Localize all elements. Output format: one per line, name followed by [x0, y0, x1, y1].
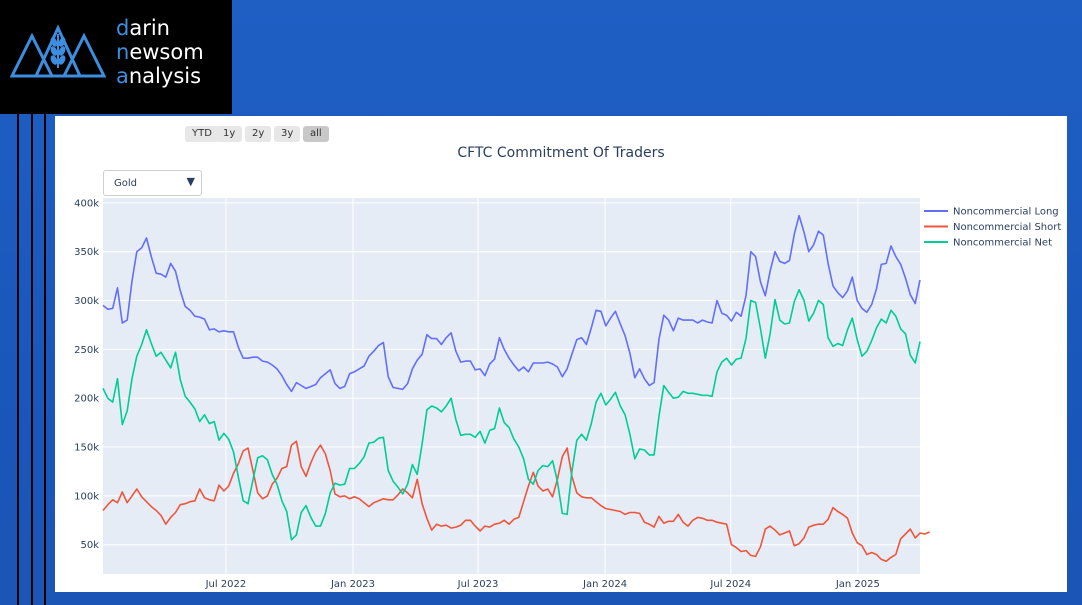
range-button-3y[interactable]: 3y	[274, 126, 301, 142]
x-tick-label: Jan 2023	[330, 579, 375, 590]
series-line-noncommercial-net	[102, 289, 921, 541]
range-button-all[interactable]: all	[303, 126, 329, 142]
chart-panel: YTD 1y 2y 3y all CFTC Commitment Of Trad…	[55, 116, 1067, 592]
divider-line	[31, 114, 33, 605]
x-tick-label: Jul 2024	[709, 579, 751, 590]
brand-word-2: ewsom	[129, 40, 204, 64]
series-lines	[102, 214, 931, 563]
y-tick-label: 200k	[74, 394, 99, 405]
legend-label: Noncommercial Net	[953, 238, 1052, 249]
chevron-down-icon: ▼	[186, 175, 195, 188]
y-tick-label: 50k	[80, 540, 99, 551]
y-tick-label: 150k	[74, 443, 99, 454]
mountain-wheat-logo-icon	[10, 24, 106, 78]
x-tick-label: Jul 2022	[205, 579, 247, 590]
brand-initial-n: n	[116, 40, 130, 64]
y-tick-label: 400k	[74, 198, 99, 209]
legend[interactable]: Noncommercial Long Noncommercial Short Non…	[924, 207, 1061, 249]
y-tick-label: 250k	[74, 345, 99, 356]
divider-line	[44, 114, 46, 605]
legend-item-noncommercial-short[interactable]: Noncommercial Short	[924, 222, 1061, 233]
series-line-noncommercial-long	[102, 214, 921, 393]
brand-initial-d: d	[116, 16, 130, 40]
brand-name: darin newsom analysis	[116, 16, 204, 88]
legend-label: Noncommercial Short	[953, 222, 1061, 233]
x-tick-label: Jan 2024	[582, 579, 627, 590]
legend-item-noncommercial-long[interactable]: Noncommercial Long	[924, 207, 1059, 218]
range-button-1y[interactable]: 1y	[216, 126, 243, 142]
range-button-ytd[interactable]: YTD	[185, 126, 219, 142]
chart-title: CFTC Commitment Of Traders	[457, 145, 665, 161]
dropdown-selected-value: Gold	[114, 178, 137, 189]
y-tick-label: 300k	[74, 296, 99, 307]
line-chart: 50k 100k 150k 200k 250k 300k 350k 400k Jul 2022…	[74, 198, 1061, 590]
range-button-2y[interactable]: 2y	[245, 126, 272, 142]
series-line-noncommercial-short	[102, 440, 931, 563]
asset-dropdown[interactable]: Gold ▼	[103, 170, 202, 196]
legend-label: Noncommercial Long	[953, 207, 1059, 218]
divider-line	[17, 114, 19, 605]
legend-item-noncommercial-net[interactable]: Noncommercial Net	[924, 238, 1052, 249]
y-tick-label: 100k	[74, 491, 99, 502]
brand-initial-a: a	[116, 64, 129, 88]
brand-word-3: nalysis	[128, 64, 202, 88]
y-axis: 50k 100k 150k 200k 250k 300k 350k 400k	[74, 198, 99, 551]
brand-logo: darin newsom analysis	[0, 0, 232, 114]
y-tick-label: 350k	[74, 247, 99, 258]
x-axis: Jul 2022 Jan 2023 Jul 2023 Jan 2024 Jul 2024…	[205, 579, 880, 590]
x-tick-label: Jan 2025	[835, 579, 880, 590]
plot-area	[103, 198, 920, 574]
x-tick-label: Jul 2023	[457, 579, 499, 590]
brand-word-1: arin	[129, 16, 170, 40]
